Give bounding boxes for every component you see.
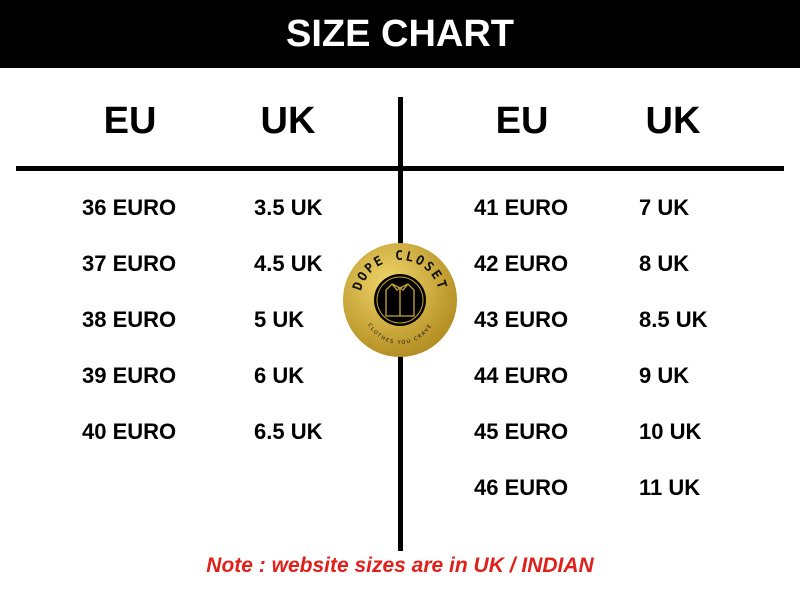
right-eu-size: 44 EURO xyxy=(474,363,569,388)
left-uk-size: 4.5 UK xyxy=(254,251,323,276)
right-eu-size: 43 EURO xyxy=(474,307,569,332)
left-eu-header: EU xyxy=(103,100,157,142)
right-eu-size: 42 EURO xyxy=(474,251,569,276)
dope-closet-logo: DOPE CLOSET CLOTHES YOU CRAVE xyxy=(343,243,457,357)
right-uk-size: 11 UK xyxy=(639,475,701,500)
left-uk-size: 6 UK xyxy=(254,363,305,388)
left-uk-size: 6.5 UK xyxy=(254,419,323,444)
left-uk-size: 3.5 UK xyxy=(254,195,323,220)
left-eu-size: 38 EURO xyxy=(82,307,177,332)
right-uk-size: 7 UK xyxy=(639,195,690,220)
right-eu-size: 45 EURO xyxy=(474,419,569,444)
right-uk-size: 9 UK xyxy=(639,363,690,388)
right-uk-size: 10 UK xyxy=(639,419,702,444)
left-uk-header: UK xyxy=(260,100,316,142)
left-uk-size: 5 UK xyxy=(254,307,305,332)
right-uk-size: 8 UK xyxy=(639,251,690,276)
page-title: SIZE CHART xyxy=(0,0,800,68)
left-eu-size: 39 EURO xyxy=(82,363,177,388)
right-eu-size: 46 EURO xyxy=(474,475,569,500)
left-eu-size: 40 EURO xyxy=(82,419,177,444)
right-uk-size: 8.5 UK xyxy=(639,307,708,332)
right-eu-size: 41 EURO xyxy=(474,195,569,220)
shirt-icon xyxy=(385,283,415,317)
right-uk-header: UK xyxy=(645,100,701,142)
right-eu-header: EU xyxy=(495,100,549,142)
note-text: Note : website sizes are in UK / INDIAN xyxy=(206,554,594,577)
left-eu-size: 37 EURO xyxy=(82,251,177,276)
left-eu-size: 36 EURO xyxy=(82,195,177,220)
